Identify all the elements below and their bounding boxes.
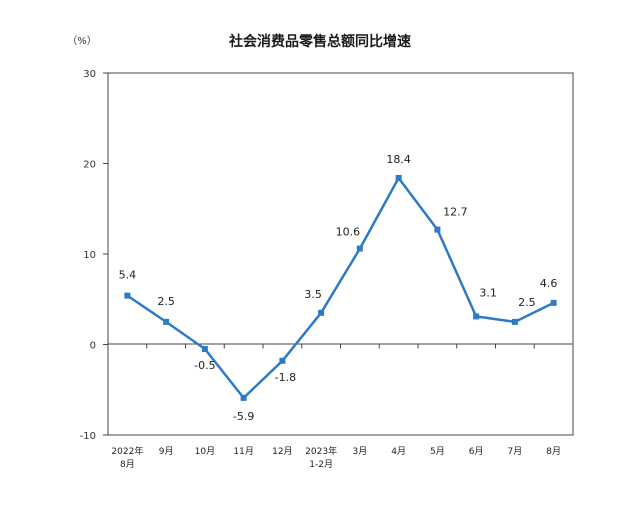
- y-tick-label: 10: [83, 250, 96, 261]
- x-tick-label: 1-2月: [309, 459, 333, 470]
- data-label: -0.5: [194, 359, 215, 372]
- series-line: [124, 174, 557, 401]
- x-tick-label: 10月: [195, 446, 215, 457]
- y-tick-label: 30: [83, 69, 96, 80]
- data-label: 3.5: [304, 288, 322, 301]
- data-point-marker: [124, 292, 131, 299]
- data-label: 2.5: [518, 296, 536, 309]
- data-point-marker: [395, 174, 402, 181]
- data-label: 4.6: [540, 277, 558, 290]
- data-point-marker: [201, 346, 208, 353]
- y-tick-label: -10: [80, 431, 96, 442]
- x-tick-label: 11月: [233, 446, 253, 457]
- y-axis: 30 20 10 0 -10: [80, 69, 108, 442]
- data-point-marker: [356, 245, 363, 252]
- x-tick-label: 8月: [120, 459, 135, 470]
- data-labels: 5.4 2.5 -0.5 -5.9 -1.8 3.5 10.6 18.4 12.7 3.1 2.5 4…: [119, 153, 558, 423]
- y-tick-label: 0: [90, 341, 96, 352]
- x-tick-label: 7月: [508, 446, 523, 457]
- data-point-marker: [279, 357, 286, 364]
- x-tick-label: 4月: [391, 446, 406, 457]
- data-label: 10.6: [336, 226, 361, 239]
- x-tick-label: 6月: [469, 446, 484, 457]
- data-point-marker: [511, 318, 518, 325]
- series-path: [126, 176, 555, 400]
- data-label: -1.8: [275, 371, 296, 384]
- data-point-marker: [240, 394, 247, 401]
- x-tick-label: 2022年: [111, 445, 143, 457]
- x-tick-label: 9月: [159, 446, 174, 457]
- data-point-marker: [434, 226, 441, 233]
- data-label: 3.1: [479, 286, 497, 299]
- data-label: 12.7: [443, 206, 468, 219]
- x-tick-label: 3月: [353, 446, 368, 457]
- data-label: 18.4: [386, 153, 411, 166]
- x-axis: 2022年 8月 9月 10月 11月 12月 2023年 1-2月 3月 4月 5月 6月 7月 8月: [107, 344, 574, 470]
- plot-frame: [107, 72, 574, 436]
- y-tick-label: 20: [83, 160, 96, 171]
- y-unit-label: （%）: [67, 35, 97, 47]
- chart-title: 社会消费品零售总额同比增速: [228, 33, 411, 50]
- data-point-marker: [318, 309, 325, 316]
- data-point-marker: [473, 313, 480, 320]
- x-tick-label: 12月: [272, 446, 292, 457]
- data-label: 2.5: [157, 295, 175, 308]
- data-point-marker: [550, 299, 557, 306]
- x-tick-label: 2023年: [305, 445, 337, 457]
- x-tick-label: 5月: [430, 446, 445, 457]
- data-point-marker: [163, 318, 170, 325]
- data-label: 5.4: [119, 269, 137, 282]
- x-tick-label: 8月: [546, 446, 561, 457]
- data-label: -5.9: [233, 410, 254, 423]
